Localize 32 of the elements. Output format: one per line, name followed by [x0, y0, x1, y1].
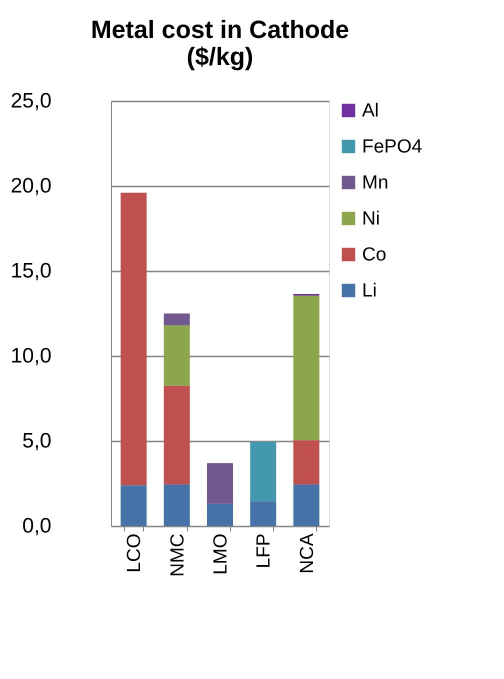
legend-label: Al — [362, 100, 379, 122]
legend-label: Li — [362, 280, 377, 302]
bar — [207, 504, 233, 526]
x-tick-label: NCA — [296, 533, 318, 574]
bar — [164, 386, 190, 484]
x-tick-label: LMO — [210, 534, 232, 575]
bar — [293, 440, 320, 484]
y-tick-label: 25,0 — [10, 90, 52, 112]
x-tick-label: LCO — [124, 534, 146, 573]
y-tick-label: 0,0 — [22, 514, 52, 538]
y-tick-label: 15,0 — [10, 260, 52, 282]
legend-label: Ni — [362, 208, 380, 230]
text: Metal cost in Cathode — [90, 16, 350, 44]
legend-label: Co — [362, 244, 386, 266]
bar — [164, 314, 190, 326]
bar — [207, 463, 233, 504]
y-tick-label: 20,0 — [10, 174, 52, 198]
x-tick-label: NMC — [167, 534, 188, 577]
bar — [120, 485, 147, 526]
y-tick-label: 5,0 — [22, 430, 52, 452]
x-tick-label: LFP — [254, 534, 275, 568]
bar — [293, 296, 320, 440]
bar — [293, 484, 320, 526]
y-tick-label: 10,0 — [10, 344, 52, 368]
text: ($/kg) — [186, 43, 254, 71]
bar — [164, 325, 190, 386]
bar — [250, 501, 276, 526]
bar — [250, 442, 276, 502]
legend-label: FePO4 — [362, 136, 423, 158]
bar — [120, 192, 147, 486]
bar — [164, 484, 190, 526]
legend-label: Mn — [362, 172, 388, 194]
